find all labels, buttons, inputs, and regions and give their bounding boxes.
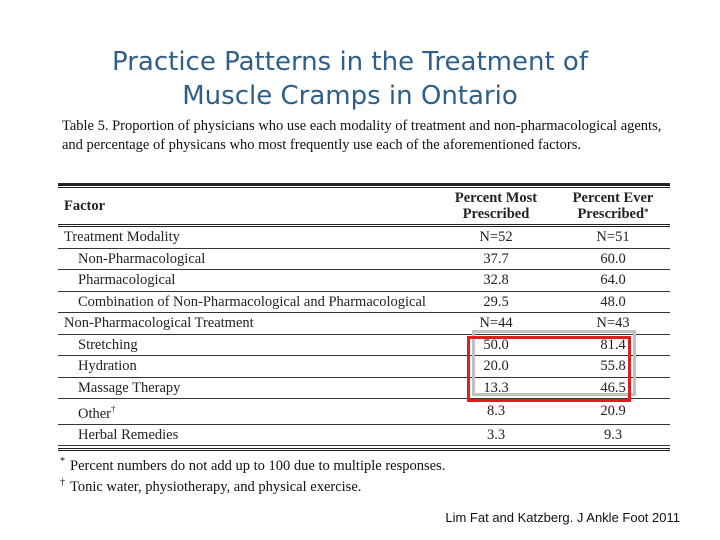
slide-title-line-2: Muscle Cramps in Ontario bbox=[182, 81, 518, 112]
footnote-2-mark: † bbox=[60, 477, 65, 488]
cell-percent-most: N=52 bbox=[436, 225, 556, 249]
header-factor: Factor bbox=[58, 188, 436, 227]
slide-title: Practice Patterns in the Treatment of Mu… bbox=[40, 45, 660, 113]
table-bottom-rule bbox=[58, 448, 670, 452]
table-row: Combination of Non-Pharmacological and P… bbox=[58, 291, 670, 313]
header-percent-ever-line-1: Percent Ever bbox=[572, 190, 654, 206]
cell-factor: Treatment Modality bbox=[58, 225, 436, 249]
table-row: Stretching 50.0 81.4 bbox=[58, 334, 670, 356]
factor-label: Non-Pharmacological bbox=[78, 250, 206, 267]
cell-factor: Hydration bbox=[58, 355, 436, 378]
cell-percent-most: 8.3 bbox=[436, 398, 556, 425]
cell-percent-ever: 55.8 bbox=[556, 355, 670, 378]
factor-label: Combination of Non-Pharmacological and P… bbox=[78, 293, 426, 310]
cell-percent-ever: 20.9 bbox=[556, 398, 670, 425]
asterisk-footnote-mark: * bbox=[644, 207, 649, 217]
cell-percent-most: 32.8 bbox=[436, 269, 556, 292]
data-table-container: Factor Percent Most Prescribed Percent E… bbox=[58, 183, 670, 452]
table-header-row: Factor Percent Most Prescribed Percent E… bbox=[58, 188, 670, 227]
cell-percent-ever: 64.0 bbox=[556, 269, 670, 292]
table-row: Non-Pharmacological Treatment N=44 N=43 bbox=[58, 312, 670, 335]
factor-label: Herbal Remedies bbox=[78, 427, 179, 444]
header-percent-most-line-2: Prescribed bbox=[462, 206, 530, 222]
red-highlight-box bbox=[467, 336, 631, 402]
cell-factor: Other† bbox=[58, 398, 436, 425]
table-top-rule bbox=[58, 183, 670, 188]
table-row: Hydration 20.0 55.8 bbox=[58, 355, 670, 378]
cell-factor: Herbal Remedies bbox=[58, 424, 436, 447]
cell-percent-most: 37.7 bbox=[436, 248, 556, 270]
slide-title-line-1: Practice Patterns in the Treatment of bbox=[112, 47, 588, 78]
factor-label: Non-Pharmacological Treatment bbox=[64, 315, 254, 332]
cell-percent-most: 20.0 bbox=[436, 355, 556, 378]
header-percent-ever-line-2: Prescribed bbox=[577, 206, 645, 222]
cell-percent-ever: 60.0 bbox=[556, 248, 670, 270]
header-percent-most-line-1: Percent Most bbox=[454, 190, 538, 206]
cell-percent-most: N=44 bbox=[436, 312, 556, 335]
header-percent-most: Percent Most Prescribed bbox=[436, 188, 556, 227]
cell-percent-ever: 81.4 bbox=[556, 334, 670, 356]
factor-label: Treatment Modality bbox=[64, 229, 180, 246]
cell-percent-ever: 48.0 bbox=[556, 291, 670, 313]
footnote-1: * Percent numbers do not add up to 100 d… bbox=[60, 456, 680, 477]
cell-percent-most: 3.3 bbox=[436, 424, 556, 447]
dagger-footnote-mark: † bbox=[111, 404, 116, 414]
citation: Lim Fat and Katzberg. J Ankle Foot 2011 bbox=[445, 510, 680, 525]
table-row: Pharmacological 32.8 64.0 bbox=[58, 269, 670, 292]
factor-label: Stretching bbox=[78, 336, 138, 353]
cell-percent-most: 50.0 bbox=[436, 334, 556, 356]
cell-percent-ever: N=43 bbox=[556, 312, 670, 335]
cell-factor: Pharmacological bbox=[58, 269, 436, 292]
table-row: Herbal Remedies 3.3 9.3 bbox=[58, 424, 670, 447]
footnotes: * Percent numbers do not add up to 100 d… bbox=[60, 456, 680, 498]
gray-highlight-box bbox=[472, 330, 636, 396]
cell-factor: Non-Pharmacological Treatment bbox=[58, 312, 436, 335]
cell-factor: Combination of Non-Pharmacological and P… bbox=[58, 291, 436, 313]
cell-percent-most: 29.5 bbox=[436, 291, 556, 313]
table-body: Treatment Modality N=52 N=51 Non-Pharmacolo… bbox=[58, 225, 670, 447]
footnote-2-text: Tonic water, physiotherapy, and physical… bbox=[70, 479, 362, 495]
factor-label: Other bbox=[78, 405, 112, 422]
cell-factor: Massage Therapy bbox=[58, 377, 436, 399]
cell-factor: Non-Pharmacological bbox=[58, 248, 436, 270]
table-row: Non-Pharmacological 37.7 60.0 bbox=[58, 248, 670, 270]
table-row: Other† 8.3 20.9 bbox=[58, 398, 670, 425]
header-percent-ever: Percent Ever Prescribed* bbox=[556, 188, 670, 227]
table-row: Treatment Modality N=52 N=51 bbox=[58, 225, 670, 249]
factor-label: Hydration bbox=[78, 358, 137, 375]
footnote-2: † Tonic water, physiotherapy, and physic… bbox=[60, 477, 680, 498]
factor-label: Massage Therapy bbox=[78, 379, 181, 396]
table-caption: Table 5. Proportion of physicians who us… bbox=[62, 118, 662, 153]
data-table: Factor Percent Most Prescribed Percent E… bbox=[58, 188, 670, 447]
footnote-1-text: Percent numbers do not add up to 100 due… bbox=[70, 458, 446, 474]
footnote-1-mark: * bbox=[60, 456, 65, 467]
cell-percent-ever: 9.3 bbox=[556, 424, 670, 447]
cell-percent-ever: N=51 bbox=[556, 225, 670, 249]
cell-factor: Stretching bbox=[58, 334, 436, 356]
factor-label: Pharmacological bbox=[78, 272, 176, 289]
